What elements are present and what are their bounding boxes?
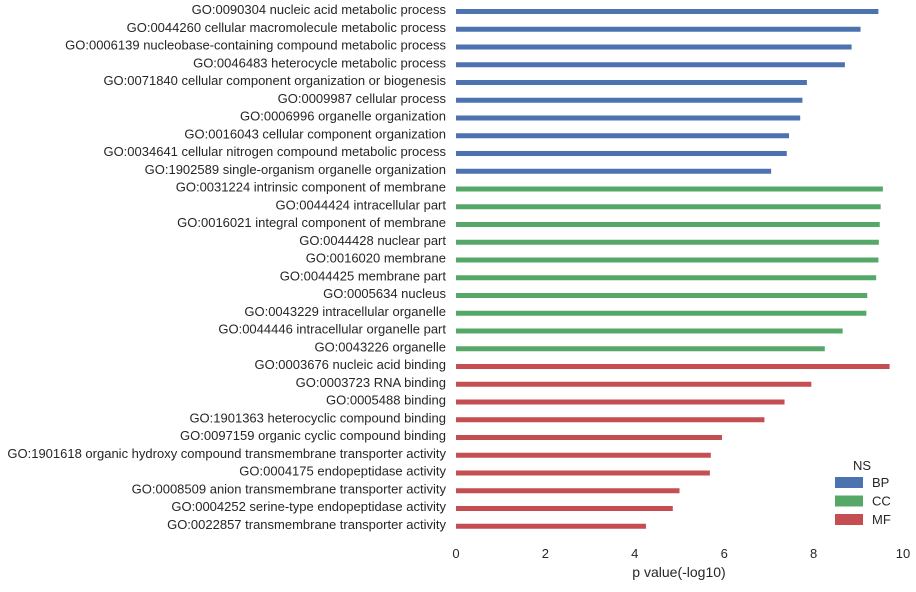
category-label: GO:1902589 single-organism organelle org… [145,162,446,177]
bar-mf [456,381,812,387]
bar-cc [456,239,879,245]
x-tick-label: 0 [452,546,459,561]
bar-cc [456,293,868,298]
legend-title: NS [853,458,871,473]
category-label: GO:0006139 nucleobase-containing compoun… [65,38,446,53]
bar-bp [456,168,772,174]
bar-bp [456,26,861,32]
category-label: GO:0043226 organelle [314,339,446,354]
bar-bp [456,62,845,68]
category-label: GO:0044424 intracellular part [275,197,446,212]
category-label: GO:0003723 RNA binding [296,375,446,390]
bar-bp [456,9,879,14]
legend-swatch-cc [835,495,863,507]
category-label: GO:0044446 intracellular organelle part [218,322,446,337]
category-label: GO:0097159 organic cyclic compound bindi… [180,428,446,443]
category-label: GO:1901363 heterocyclic compound binding [189,410,446,425]
category-label: GO:0090304 nucleic acid metabolic proces… [192,2,447,17]
category-label: GO:0003676 nucleic acid binding [254,357,446,372]
bar-cc [456,328,843,334]
bar-cc [456,222,880,227]
category-label: GO:0016043 cellular component organizati… [184,126,446,141]
bar-mf [456,417,765,423]
bar-mf [456,506,673,511]
category-label: GO:0071840 cellular component organizati… [103,73,446,88]
category-labels: GO:0090304 nucleic acid metabolic proces… [7,2,446,532]
bar-cc [456,346,825,352]
bar-bp [456,133,790,139]
bar-cc [456,204,881,210]
legend: NS BP CC MF [835,458,891,527]
category-label: GO:1901618 organic hydroxy compound tran… [7,446,446,461]
x-tick-label: 4 [631,546,638,561]
category-label: GO:0006996 organelle organization [240,109,446,124]
bar-mf [456,470,710,476]
category-label: GO:0004175 endopeptidase activity [239,464,446,479]
category-label: GO:0016020 membrane [306,251,446,266]
bar-mf [456,364,890,369]
x-tick-label: 8 [810,546,817,561]
legend-label-mf: MF [872,512,891,527]
category-label: GO:0004252 serine-type endopeptidase act… [171,499,446,514]
category-label: GO:0043229 intracellular organelle [244,304,446,319]
category-label: GO:0008509 anion transmembrane transport… [132,481,447,496]
x-axis-title: p value(-log10) [632,564,725,580]
bar-bp [456,97,803,103]
bar-cc [456,257,879,263]
legend-entries: BP CC MF [835,475,891,527]
bar-bp [456,80,807,85]
bar-mf [456,523,646,529]
category-label: GO:0044425 membrane part [280,268,447,283]
category-label: GO:0022857 transmembrane transporter act… [167,517,446,532]
bar-mf [456,399,785,405]
bar-mf [456,435,722,440]
category-label: GO:0005488 binding [326,393,446,408]
category-label: GO:0034641 cellular nitrogen compound me… [103,144,446,159]
x-tick-label: 2 [542,546,549,561]
category-label: GO:0046483 heterocycle metabolic process [193,55,446,70]
legend-label-bp: BP [872,475,889,490]
bar-bp [456,115,801,121]
x-axis-ticks: 0 2 4 6 8 10 [452,546,910,561]
category-label: GO:0016021 integral component of membran… [177,215,446,230]
category-label: GO:0009987 cellular process [278,91,447,106]
bar-cc [456,275,877,281]
bar-bp [456,44,852,50]
legend-swatch-mf [835,514,863,525]
bar-bp [456,151,787,156]
legend-swatch-bp [835,477,863,488]
category-label: GO:0044428 nuclear part [299,233,446,248]
x-tick-label: 10 [896,546,910,561]
legend-label-cc: CC [872,494,891,509]
bar-cc [456,310,867,316]
category-label: GO:0031224 intrinsic component of membra… [176,180,446,195]
bar-mf [456,488,680,494]
bar-cc [456,186,883,192]
bars-layer [456,9,890,529]
x-tick-label: 6 [721,546,728,561]
category-label: GO:0005634 nucleus [323,286,446,301]
category-label: GO:0044260 cellular macromolecule metabo… [127,20,447,35]
bar-mf [456,452,711,458]
